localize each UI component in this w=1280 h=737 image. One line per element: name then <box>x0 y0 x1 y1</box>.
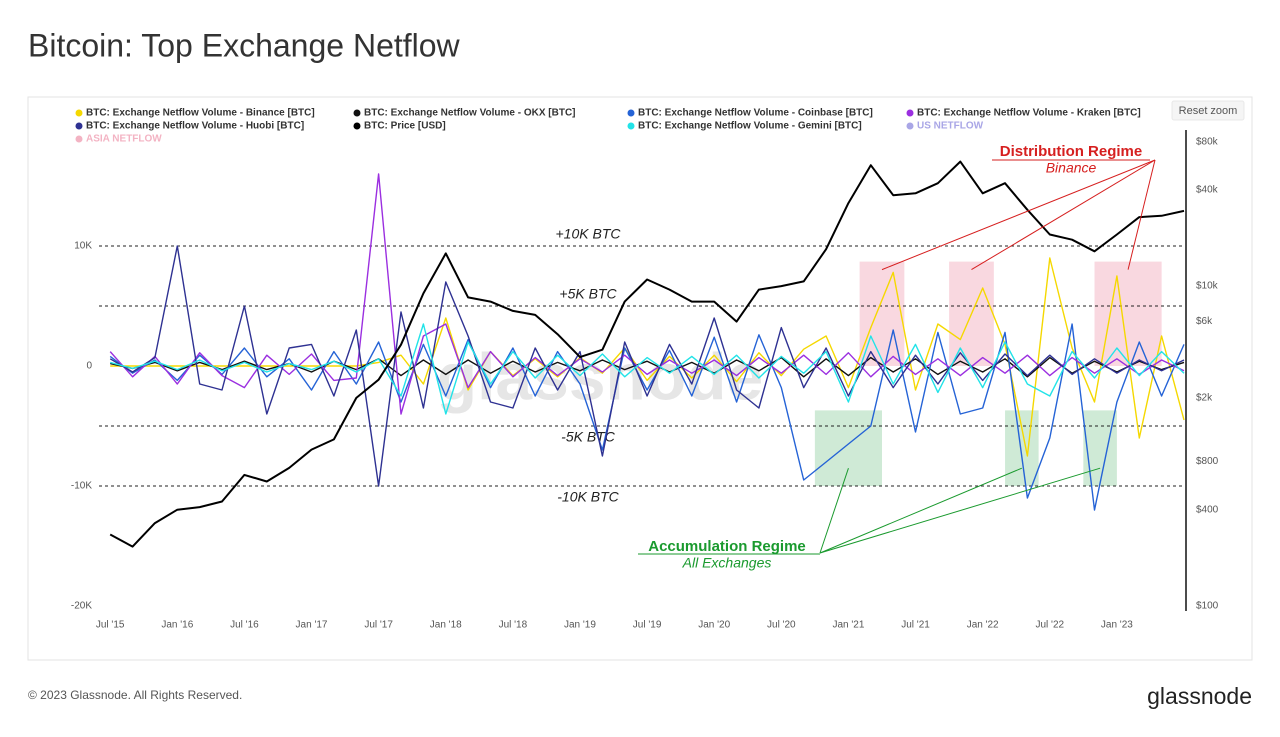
y-tick-label: 10K <box>74 241 92 252</box>
annotation-subtitle: Binance <box>1046 160 1097 176</box>
annotation-connector <box>881 159 1156 271</box>
regime-region <box>1083 410 1117 486</box>
y2-tick-label: $100 <box>1196 601 1219 612</box>
annotation-subtitle: All Exchanges <box>682 555 772 571</box>
x-tick-label: Jul '16 <box>230 620 259 631</box>
reset-zoom-box[interactable] <box>1171 100 1245 121</box>
x-tick-label: Jan '20 <box>698 620 730 631</box>
legend-label: BTC: Exchange Netflow Volume - OKX [BTC] <box>364 108 576 119</box>
regime-region <box>1005 410 1039 486</box>
legend-marker <box>353 109 361 117</box>
y2-tick-label: $800 <box>1196 456 1219 467</box>
y-tick-label: -10K <box>71 481 92 492</box>
reference-label: -10K BTC <box>557 489 619 505</box>
brand-logo: glassnode <box>1147 683 1252 709</box>
x-tick-label: Jul '19 <box>633 620 662 631</box>
price-line <box>109 160 1185 548</box>
legend-marker <box>906 109 914 117</box>
chart-frame <box>27 96 1253 661</box>
y2-tick-label: $80k <box>1196 136 1219 147</box>
legend-label: BTC: Exchange Netflow Volume - Gemini [B… <box>638 121 862 132</box>
reference-label: -5K BTC <box>561 429 616 445</box>
annotation-connector <box>819 468 849 554</box>
legend-label: BTC: Exchange Netflow Volume - Binance [… <box>86 108 315 119</box>
y2-tick-label: $2k <box>1196 393 1213 404</box>
copyright: © 2023 Glassnode. All Rights Reserved. <box>28 688 242 702</box>
x-tick-label: Jul '15 <box>96 620 125 631</box>
legend-label: BTC: Exchange Netflow Volume - Huobi [BT… <box>86 121 304 132</box>
y2-tick-label: $400 <box>1196 504 1219 515</box>
x-tick-label: Jul '20 <box>767 620 796 631</box>
reference-label: +5K BTC <box>559 286 617 302</box>
x-tick-label: Jul '18 <box>499 620 528 631</box>
x-tick-label: Jan '23 <box>1101 620 1133 631</box>
legend-label: ASIA NETFLOW <box>86 134 162 145</box>
legend-marker <box>75 135 83 143</box>
annotation-connector <box>819 467 1023 554</box>
legend-marker <box>75 109 83 117</box>
y2-tick-label: $10k <box>1196 281 1219 292</box>
legend-marker <box>75 122 83 130</box>
y-tick-label: -20K <box>71 601 92 612</box>
netflow-line <box>109 323 1185 511</box>
reference-label: +10K BTC <box>556 226 622 242</box>
x-tick-label: Jul '21 <box>901 620 930 631</box>
y-tick-label: 0 <box>86 361 92 372</box>
x-tick-label: Jan '19 <box>564 620 596 631</box>
netflow-line <box>110 257 1185 457</box>
netflow-line <box>110 323 1185 415</box>
legend-label: BTC: Exchange Netflow Volume - Kraken [B… <box>917 108 1141 119</box>
netflow-line <box>109 173 1185 415</box>
reset-zoom-button[interactable]: Reset zoom <box>1171 100 1245 121</box>
annotation-connector <box>819 467 1101 554</box>
annotation-title: Accumulation Regime <box>648 538 806 555</box>
x-tick-label: Jan '22 <box>967 620 999 631</box>
legend-marker <box>906 122 914 130</box>
regime-region <box>1094 261 1162 366</box>
legend-label: BTC: Price [USD] <box>364 121 446 132</box>
annotation-connector <box>1127 159 1156 270</box>
x-tick-label: Jul '22 <box>1035 620 1064 631</box>
chart-title: Bitcoin: Top Exchange Netflow <box>28 27 461 63</box>
x-tick-label: Jan '21 <box>832 620 864 631</box>
annotation-title: Distribution Regime <box>1000 143 1143 160</box>
legend-label: US NETFLOW <box>917 121 984 132</box>
netflow-line <box>109 245 1185 487</box>
legend-marker <box>353 122 361 130</box>
reset-zoom-label[interactable]: Reset zoom <box>1179 105 1238 117</box>
legend-label: BTC: Exchange Netflow Volume - Coinbase … <box>638 108 873 119</box>
legend-marker <box>627 122 635 130</box>
x-tick-label: Jul '17 <box>364 620 393 631</box>
annotation-connector <box>971 159 1156 271</box>
legend-marker <box>627 109 635 117</box>
x-tick-label: Jan '16 <box>161 620 193 631</box>
x-tick-label: Jan '17 <box>296 620 328 631</box>
x-tick-label: Jan '18 <box>430 620 462 631</box>
y2-tick-label: $40k <box>1196 184 1219 195</box>
y2-tick-label: $6k <box>1196 316 1213 327</box>
